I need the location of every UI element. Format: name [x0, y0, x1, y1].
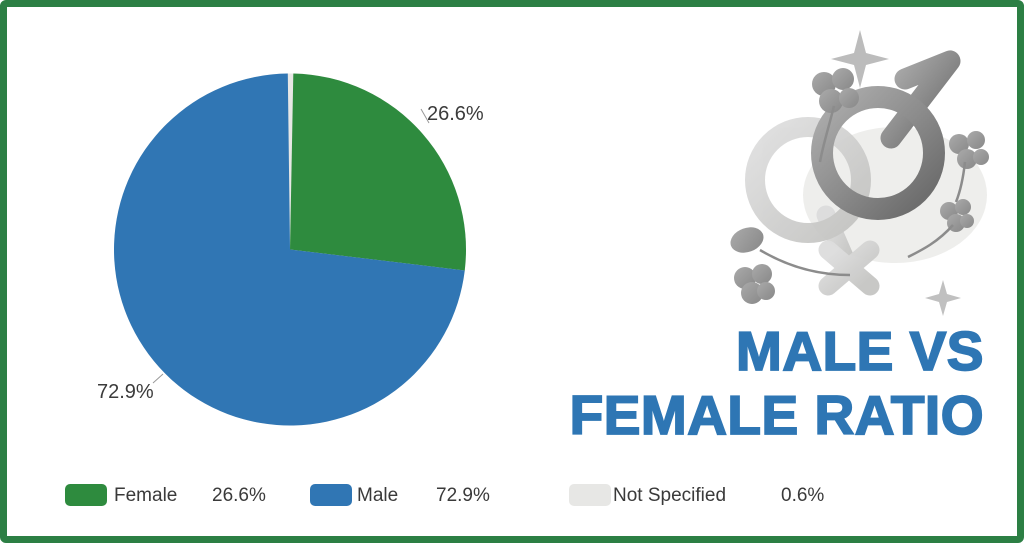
- svg-text:72.9%: 72.9%: [97, 381, 154, 403]
- svg-text:26.6%: 26.6%: [427, 103, 484, 125]
